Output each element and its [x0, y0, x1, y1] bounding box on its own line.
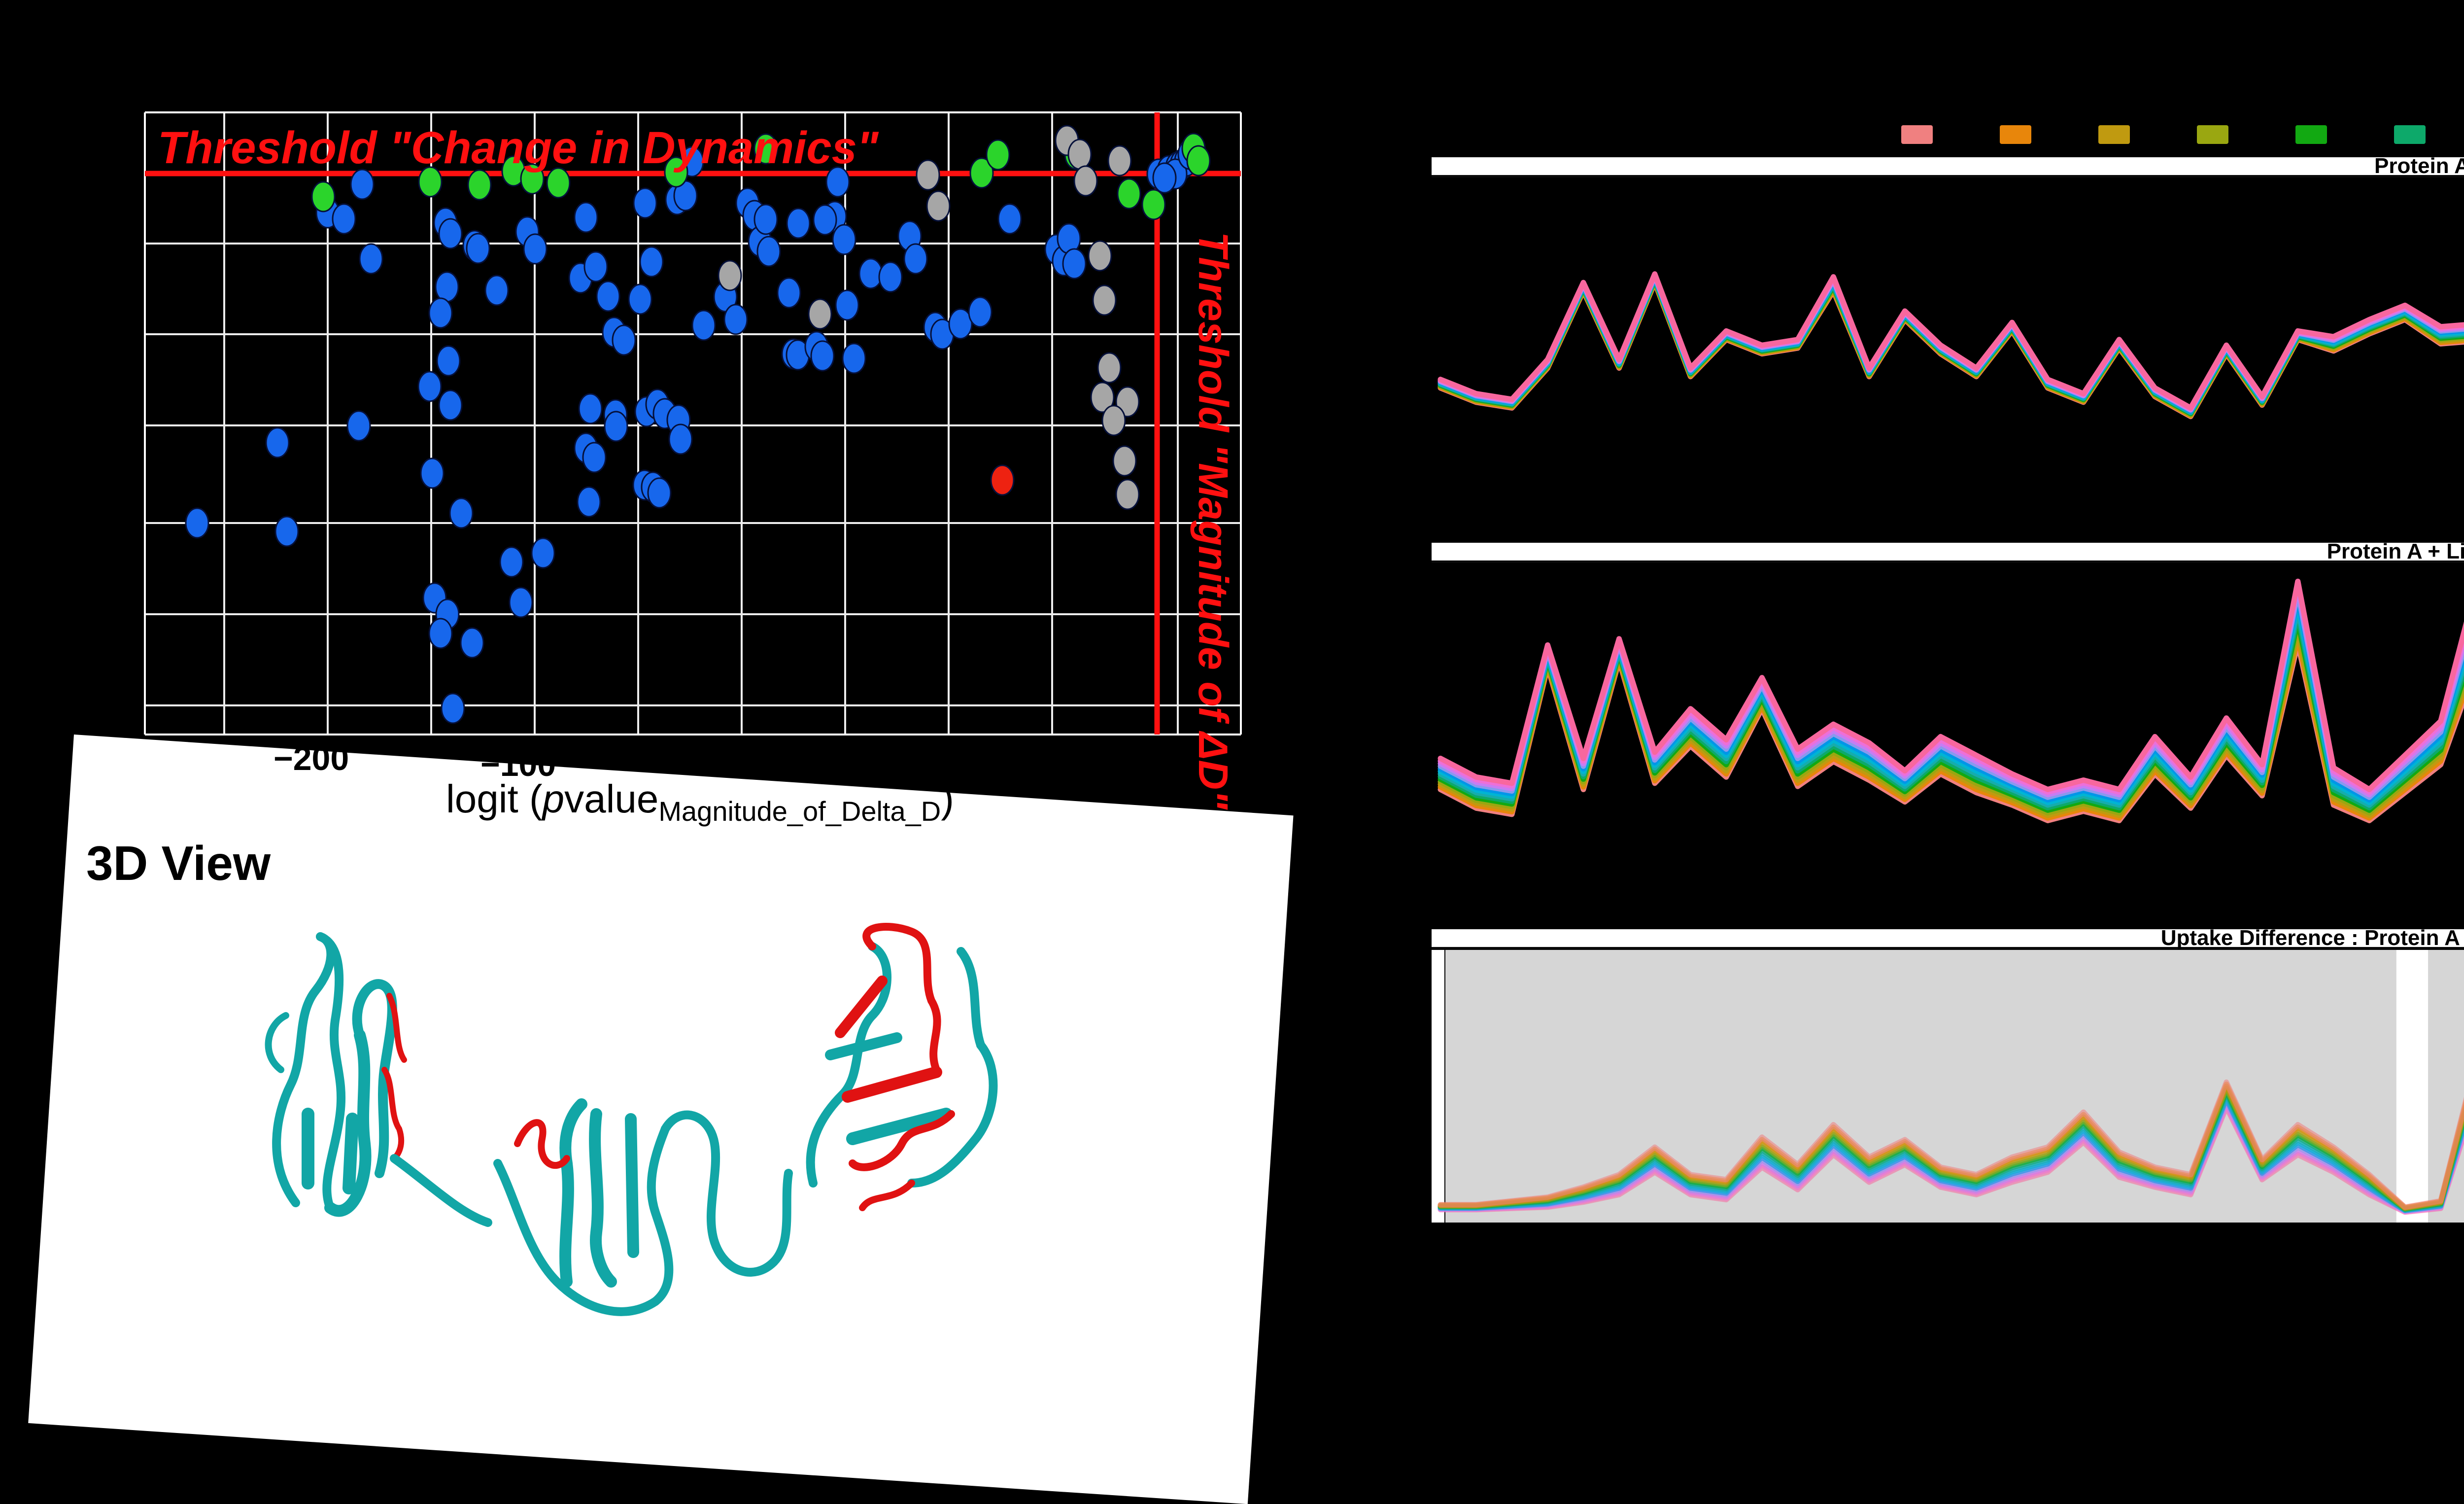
uptake-chart-protein-a-ligand[interactable]	[1432, 563, 2464, 928]
uptake-chart-protein-a[interactable]	[1432, 177, 2464, 541]
legend-swatch[interactable]	[1901, 125, 1933, 144]
legend-swatch[interactable]	[2197, 125, 2228, 144]
legend-swatch[interactable]	[2098, 125, 2130, 144]
chart-title-uptake-difference: Uptake Difference : Protein A - (Protein…	[1432, 926, 2464, 950]
threshold-change-in-dynamics-label: Threshold "Change in Dynamics"	[158, 123, 879, 173]
threshold-magnitude-label: Threshold "Magnitude of ΔD"	[1190, 232, 1236, 809]
chart-title-protein-a: Protein A	[1432, 154, 2464, 178]
chart-title-text: Protein A + Ligand	[2327, 539, 2464, 563]
volcano-plot[interactable]	[123, 94, 1271, 744]
hdx-dashboard: { "app": {"background": "#000000"}, "vol…	[28, 94, 2464, 1504]
legend-swatch[interactable]	[2000, 125, 2031, 144]
chart-title-text: Protein A	[2374, 154, 2464, 178]
panel-3d-view-title: 3D View	[86, 836, 271, 890]
volcano-x-axis-label: logit (pvalueMagnitude_of_Delta_D)	[446, 777, 954, 827]
legend-swatch[interactable]	[2394, 125, 2426, 144]
x-tick-minus-200: −200	[274, 740, 349, 777]
protein-ribbon-structure[interactable]	[222, 907, 1158, 1338]
legend-swatch[interactable]	[2295, 125, 2327, 144]
chart-title-protein-a-ligand: Protein A + Ligand	[1432, 539, 2464, 563]
x-tick-minus-100: −100	[480, 746, 556, 783]
chart-title-text: Uptake Difference : Protein A - (Protein…	[2160, 926, 2464, 950]
uptake-difference-chart[interactable]	[1432, 950, 2464, 1223]
